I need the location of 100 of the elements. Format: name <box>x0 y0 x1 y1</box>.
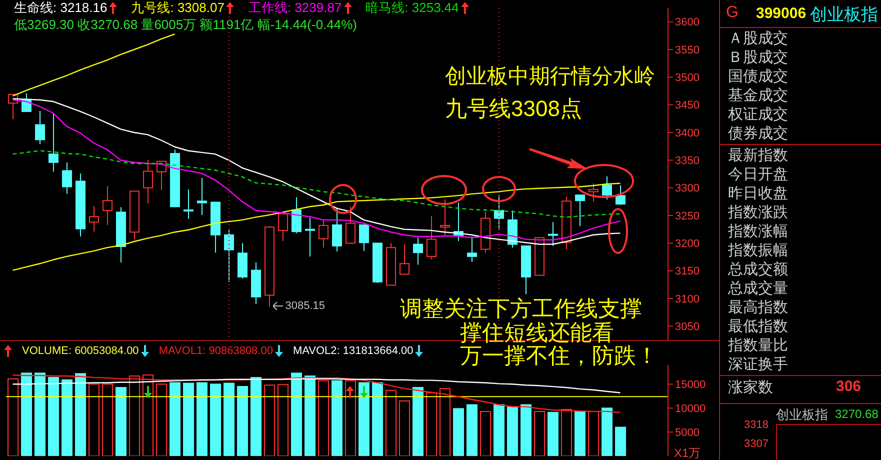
candlestick <box>467 236 477 262</box>
bar <box>453 408 464 456</box>
bar <box>466 404 478 456</box>
candlestick <box>143 160 153 204</box>
bar <box>534 410 545 456</box>
candlestick <box>359 224 369 252</box>
bar <box>183 382 194 456</box>
bar <box>48 376 59 456</box>
text: Ｂ股成交 <box>728 48 788 67</box>
text: 指数振幅 <box>728 241 788 260</box>
annotation: 低3269.30 收3270.68 量6005万 额1191亿 幅-14.44(-0.44%) <box>14 16 358 34</box>
bar <box>34 372 46 456</box>
bar <box>170 382 180 456</box>
bar <box>494 404 504 456</box>
bar <box>88 384 100 456</box>
bar <box>142 374 154 456</box>
annotation: 万一撑不住，防跌！ <box>460 343 658 370</box>
y-tick-label: 15000 <box>675 379 706 392</box>
candlestick <box>318 219 328 248</box>
candlestick <box>602 176 612 200</box>
text: 生命线: 3218.16 <box>14 0 108 16</box>
y-tick-label: 5000 <box>675 426 700 439</box>
bar <box>412 387 424 456</box>
bar <box>129 376 140 456</box>
candlestick <box>588 182 598 202</box>
text: MAVOL1: 90863808.00 <box>158 345 274 357</box>
bar <box>75 373 86 456</box>
bar <box>426 392 437 456</box>
text: 3307 <box>744 438 768 450</box>
bar <box>561 409 572 456</box>
bar <box>520 404 532 456</box>
bar <box>548 412 558 456</box>
bar <box>237 386 248 456</box>
candlestick <box>305 217 315 257</box>
legend-label: VOLUME: 60053084.00 <box>22 345 140 357</box>
bar <box>102 384 113 456</box>
y-tick-label: 3050 <box>675 321 700 334</box>
y-tick-label: 3550 <box>675 44 700 56</box>
bar <box>250 376 262 456</box>
y-tick-label: 3600 <box>675 16 700 29</box>
bar <box>304 376 316 456</box>
candlestick <box>413 237 423 266</box>
y-tick-label: 3300 <box>675 182 700 195</box>
series-label: MAVOL2: 131813664.00 <box>292 345 414 357</box>
candlestick <box>548 222 558 246</box>
line-series <box>12 374 621 414</box>
text: 权证成交 <box>728 105 788 124</box>
bar <box>358 382 370 456</box>
text: 涨家数 <box>728 378 773 397</box>
text: 最高指数 <box>728 298 788 317</box>
text: 创业板指 <box>810 4 878 26</box>
candlestick <box>102 186 112 226</box>
text: 工作线: 3239.87 <box>248 0 343 16</box>
candlestick <box>292 196 302 234</box>
text: 基金成交 <box>728 86 788 105</box>
candlestick <box>346 206 356 244</box>
text: Ａ股成交 <box>728 29 788 48</box>
candlestick <box>426 216 436 260</box>
text: 3318 <box>744 419 768 431</box>
y-tick-label: 3500 <box>675 72 700 84</box>
bar <box>615 426 626 456</box>
bar <box>196 382 208 456</box>
bar <box>318 380 329 456</box>
candlestick <box>332 207 342 252</box>
bar <box>156 384 167 456</box>
bar <box>291 372 302 456</box>
bar <box>62 379 72 456</box>
annotation: 九号线3308点 <box>445 95 582 123</box>
text: 国债成交 <box>728 67 788 86</box>
candlestick <box>35 110 45 145</box>
candlestick <box>224 229 234 282</box>
annotation: 创业板中期行情分水岭 <box>445 64 655 90</box>
text: 399006 <box>756 5 806 22</box>
y-tick-label: 3150 <box>675 266 700 278</box>
y-axis-title: X1万 <box>674 445 701 460</box>
y-tick-label: 3200 <box>675 238 700 250</box>
text: 指数涨跌 <box>728 203 788 222</box>
candlestick <box>400 244 410 275</box>
text: 总成交量 <box>728 279 788 298</box>
bar <box>480 410 491 456</box>
text: G <box>726 4 738 22</box>
y-tick-label: 3400 <box>675 127 700 140</box>
line-series <box>12 182 621 271</box>
text: 暗马线: 3253.44 <box>366 0 460 16</box>
bar <box>386 390 396 456</box>
candlestick <box>184 188 194 220</box>
text: 指数量比 <box>728 336 788 355</box>
y-tick-label: 3250 <box>675 210 700 222</box>
candlestick <box>575 194 585 227</box>
text: 昨日收盘 <box>728 184 788 203</box>
candlestick <box>440 198 450 236</box>
candlestick <box>494 194 504 230</box>
bar <box>574 410 586 456</box>
bar <box>116 387 126 456</box>
candlestick <box>197 177 207 216</box>
annotation: 调整关注下方工作线支撑 <box>400 295 642 322</box>
bar <box>588 410 599 456</box>
bar <box>399 400 410 456</box>
text: 今日开盘 <box>728 165 788 184</box>
candlestick <box>62 162 72 194</box>
